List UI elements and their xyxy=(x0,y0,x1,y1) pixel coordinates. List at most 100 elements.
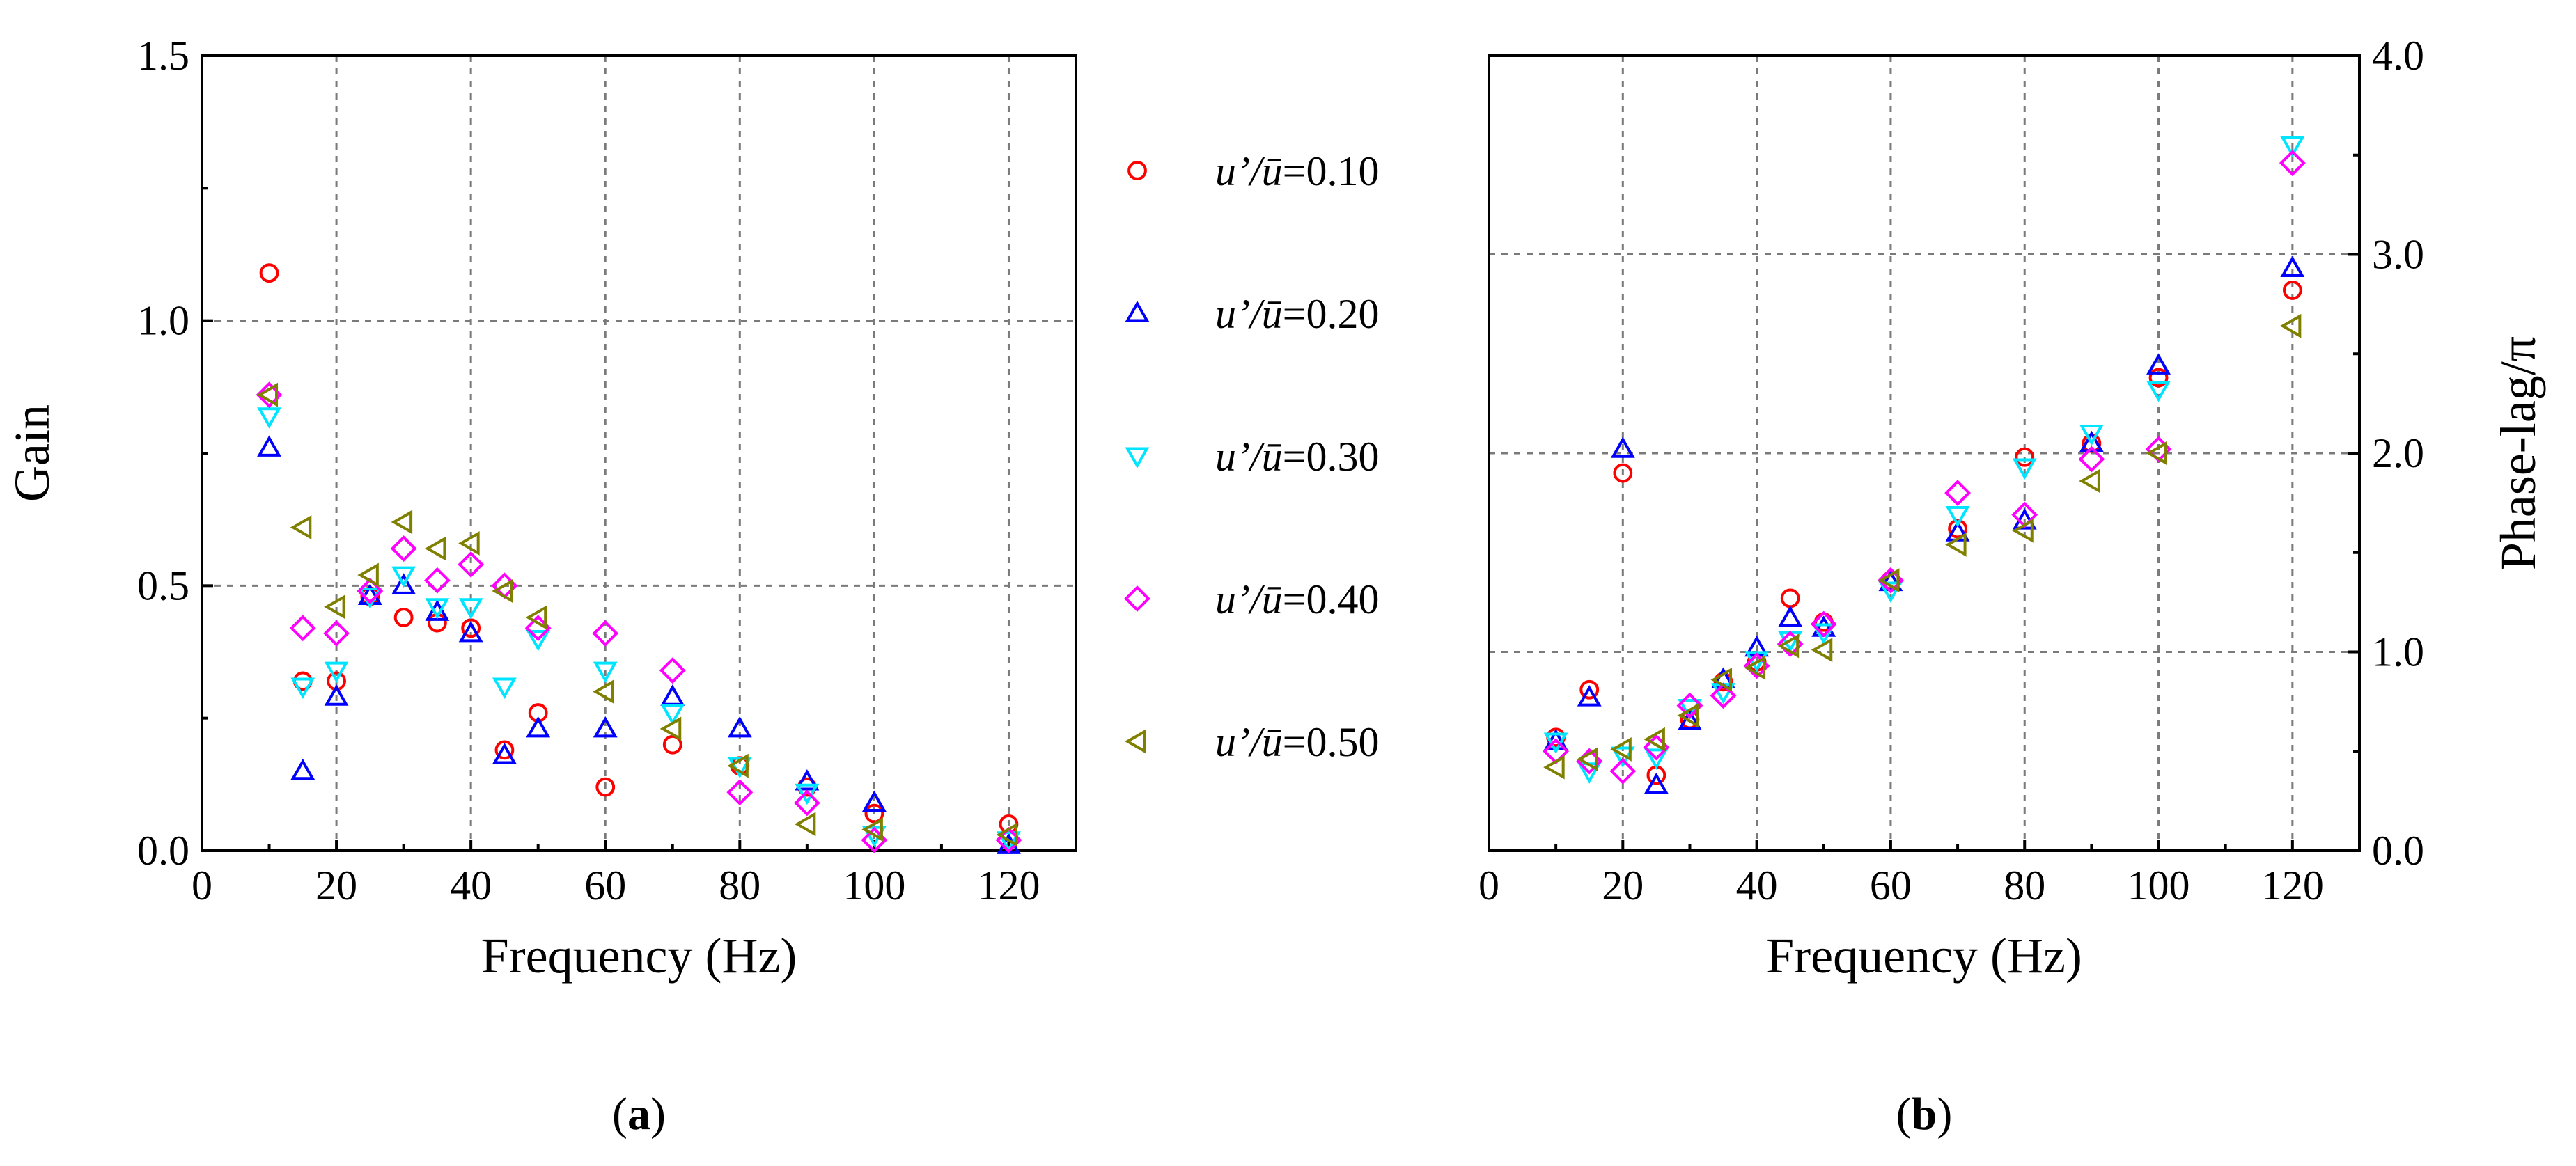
x-tick-label: 120 xyxy=(977,862,1040,908)
panel-label: (a) xyxy=(612,1089,666,1140)
data-point xyxy=(593,716,618,738)
data-point xyxy=(1945,506,1970,528)
y-tick-label: 1.5 xyxy=(137,33,189,79)
data-point xyxy=(2079,424,2104,446)
data-point xyxy=(323,620,350,647)
y-axis-title: Gain xyxy=(4,404,60,502)
y-tick-label: 0.5 xyxy=(137,562,189,608)
legend-label: u’/ū=0.50 xyxy=(1215,719,1380,765)
data-point xyxy=(461,618,481,638)
data-point xyxy=(2282,280,2302,300)
data-point xyxy=(289,615,316,642)
legend-marker xyxy=(1127,161,1147,180)
data-point xyxy=(1778,605,1803,627)
data-point xyxy=(1609,757,1637,785)
x-tick-label: 0 xyxy=(1478,862,1499,908)
data-point xyxy=(458,551,485,578)
data-point xyxy=(494,740,515,760)
data-point xyxy=(391,573,416,594)
legend-marker xyxy=(1125,447,1150,469)
data-point xyxy=(996,822,1017,847)
data-point xyxy=(1810,610,1837,638)
y-tick-label: 4.0 xyxy=(2372,33,2424,79)
data-point xyxy=(659,716,682,741)
data-point xyxy=(793,789,820,817)
data-point xyxy=(1644,772,1669,794)
legend-marker xyxy=(1124,729,1146,754)
plot-frame xyxy=(201,54,1077,852)
series-2-points xyxy=(1543,255,2305,794)
data-point xyxy=(2280,136,2305,158)
series-1-points xyxy=(259,263,1019,834)
data-point xyxy=(795,783,820,805)
data-point xyxy=(256,382,279,407)
phase-lag-chart: 0 20 40 60 80 100 120 0.0 1.0 2.0 3.0 4.0 Frequency … xyxy=(1478,33,2546,1140)
data-point xyxy=(2146,381,2171,402)
data-point xyxy=(1878,581,1903,604)
legend-item: u’/ū=0.20 xyxy=(1125,291,1380,337)
legend-label: u’/ū=0.20 xyxy=(1215,291,1380,337)
data-point xyxy=(458,530,480,556)
data-point xyxy=(592,620,619,647)
series-4-points xyxy=(256,381,1022,853)
data-point xyxy=(526,629,551,652)
data-point xyxy=(1944,480,1972,507)
data-point xyxy=(1610,736,1632,762)
data-point xyxy=(1677,703,1699,728)
data-point xyxy=(1811,623,1836,645)
data-point xyxy=(492,578,513,604)
y-tick-label: 3.0 xyxy=(2372,232,2424,278)
data-point xyxy=(2079,430,2104,452)
x-tick-label: 60 xyxy=(584,862,626,908)
data-point xyxy=(1644,727,1665,752)
x-tick-label: 100 xyxy=(2128,862,2190,908)
data-point xyxy=(526,716,551,738)
data-point xyxy=(492,677,517,700)
legend-item: u’/ū=0.40 xyxy=(1124,576,1380,622)
data-point xyxy=(2012,518,2034,543)
data-point xyxy=(257,435,281,457)
data-point xyxy=(1610,436,1635,458)
series-2-points xyxy=(257,435,1021,854)
x-tick-label: 80 xyxy=(719,862,760,908)
y-tick-label: 2.0 xyxy=(2372,430,2424,476)
series-5-points xyxy=(1543,313,2302,780)
x-tick-label: 0 xyxy=(192,862,212,908)
series-3-points xyxy=(257,407,1021,853)
data-point xyxy=(660,684,685,706)
data-point xyxy=(290,515,312,540)
data-point xyxy=(1678,709,1702,730)
x-tick-label: 100 xyxy=(843,862,905,908)
series-4-points xyxy=(1543,150,2306,785)
data-point xyxy=(257,407,281,429)
data-point xyxy=(997,831,1021,853)
data-point xyxy=(1945,532,1967,557)
data-point xyxy=(1811,638,1833,663)
x-tick-label: 80 xyxy=(2004,862,2045,908)
data-point xyxy=(391,566,416,588)
data-point xyxy=(1878,568,1900,593)
legend-marker xyxy=(1125,300,1150,322)
data-point xyxy=(593,679,614,704)
data-point xyxy=(324,684,349,706)
data-point xyxy=(794,812,816,837)
data-point xyxy=(2078,446,2105,473)
data-point xyxy=(1577,747,1598,772)
data-point xyxy=(324,661,349,684)
legend-label: u’/ū=0.10 xyxy=(1215,148,1380,194)
data-point xyxy=(2279,150,2306,177)
data-point xyxy=(659,657,686,684)
data-point xyxy=(1710,682,1737,709)
data-point xyxy=(2146,353,2171,375)
data-point xyxy=(259,263,279,283)
data-point xyxy=(357,578,384,604)
series-3-points xyxy=(1543,136,2305,784)
y-axis-title: Phase-lag/π xyxy=(2490,336,2546,570)
data-point xyxy=(593,661,618,684)
data-point xyxy=(1543,755,1565,780)
legend-item: u’/ū=0.10 xyxy=(1127,148,1380,194)
data-point xyxy=(2280,255,2305,277)
data-point xyxy=(1777,633,1800,659)
data-point xyxy=(861,790,887,812)
